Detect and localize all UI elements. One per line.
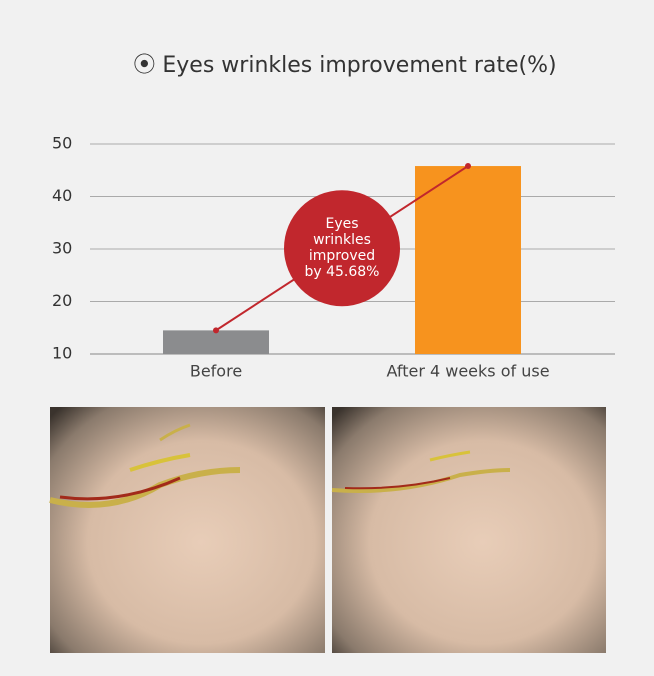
trend-point <box>465 163 471 170</box>
y-tick-label: 20 <box>52 291 72 310</box>
y-tick-label: 50 <box>52 134 72 153</box>
x-tick-label: Before <box>190 362 242 381</box>
photo-after <box>331 407 606 653</box>
y-tick-label: 10 <box>52 344 72 363</box>
bar <box>415 166 521 354</box>
annotation-text: wrinkles <box>313 232 371 248</box>
trend-point <box>213 327 219 334</box>
x-tick-label: After 4 weeks of use <box>386 362 549 381</box>
chart-title: ⦿ Eyes wrinkles improvement rate(%) <box>133 53 556 78</box>
y-tick-label: 40 <box>52 186 72 205</box>
y-tick-label: 30 <box>52 239 72 258</box>
photo-before <box>49 407 325 653</box>
bar <box>163 330 269 354</box>
annotation-text: improved <box>309 248 375 264</box>
annotation-text: by 45.68% <box>304 264 379 280</box>
annotation-bubble <box>284 190 400 307</box>
annotation-text: Eyes <box>325 216 358 232</box>
